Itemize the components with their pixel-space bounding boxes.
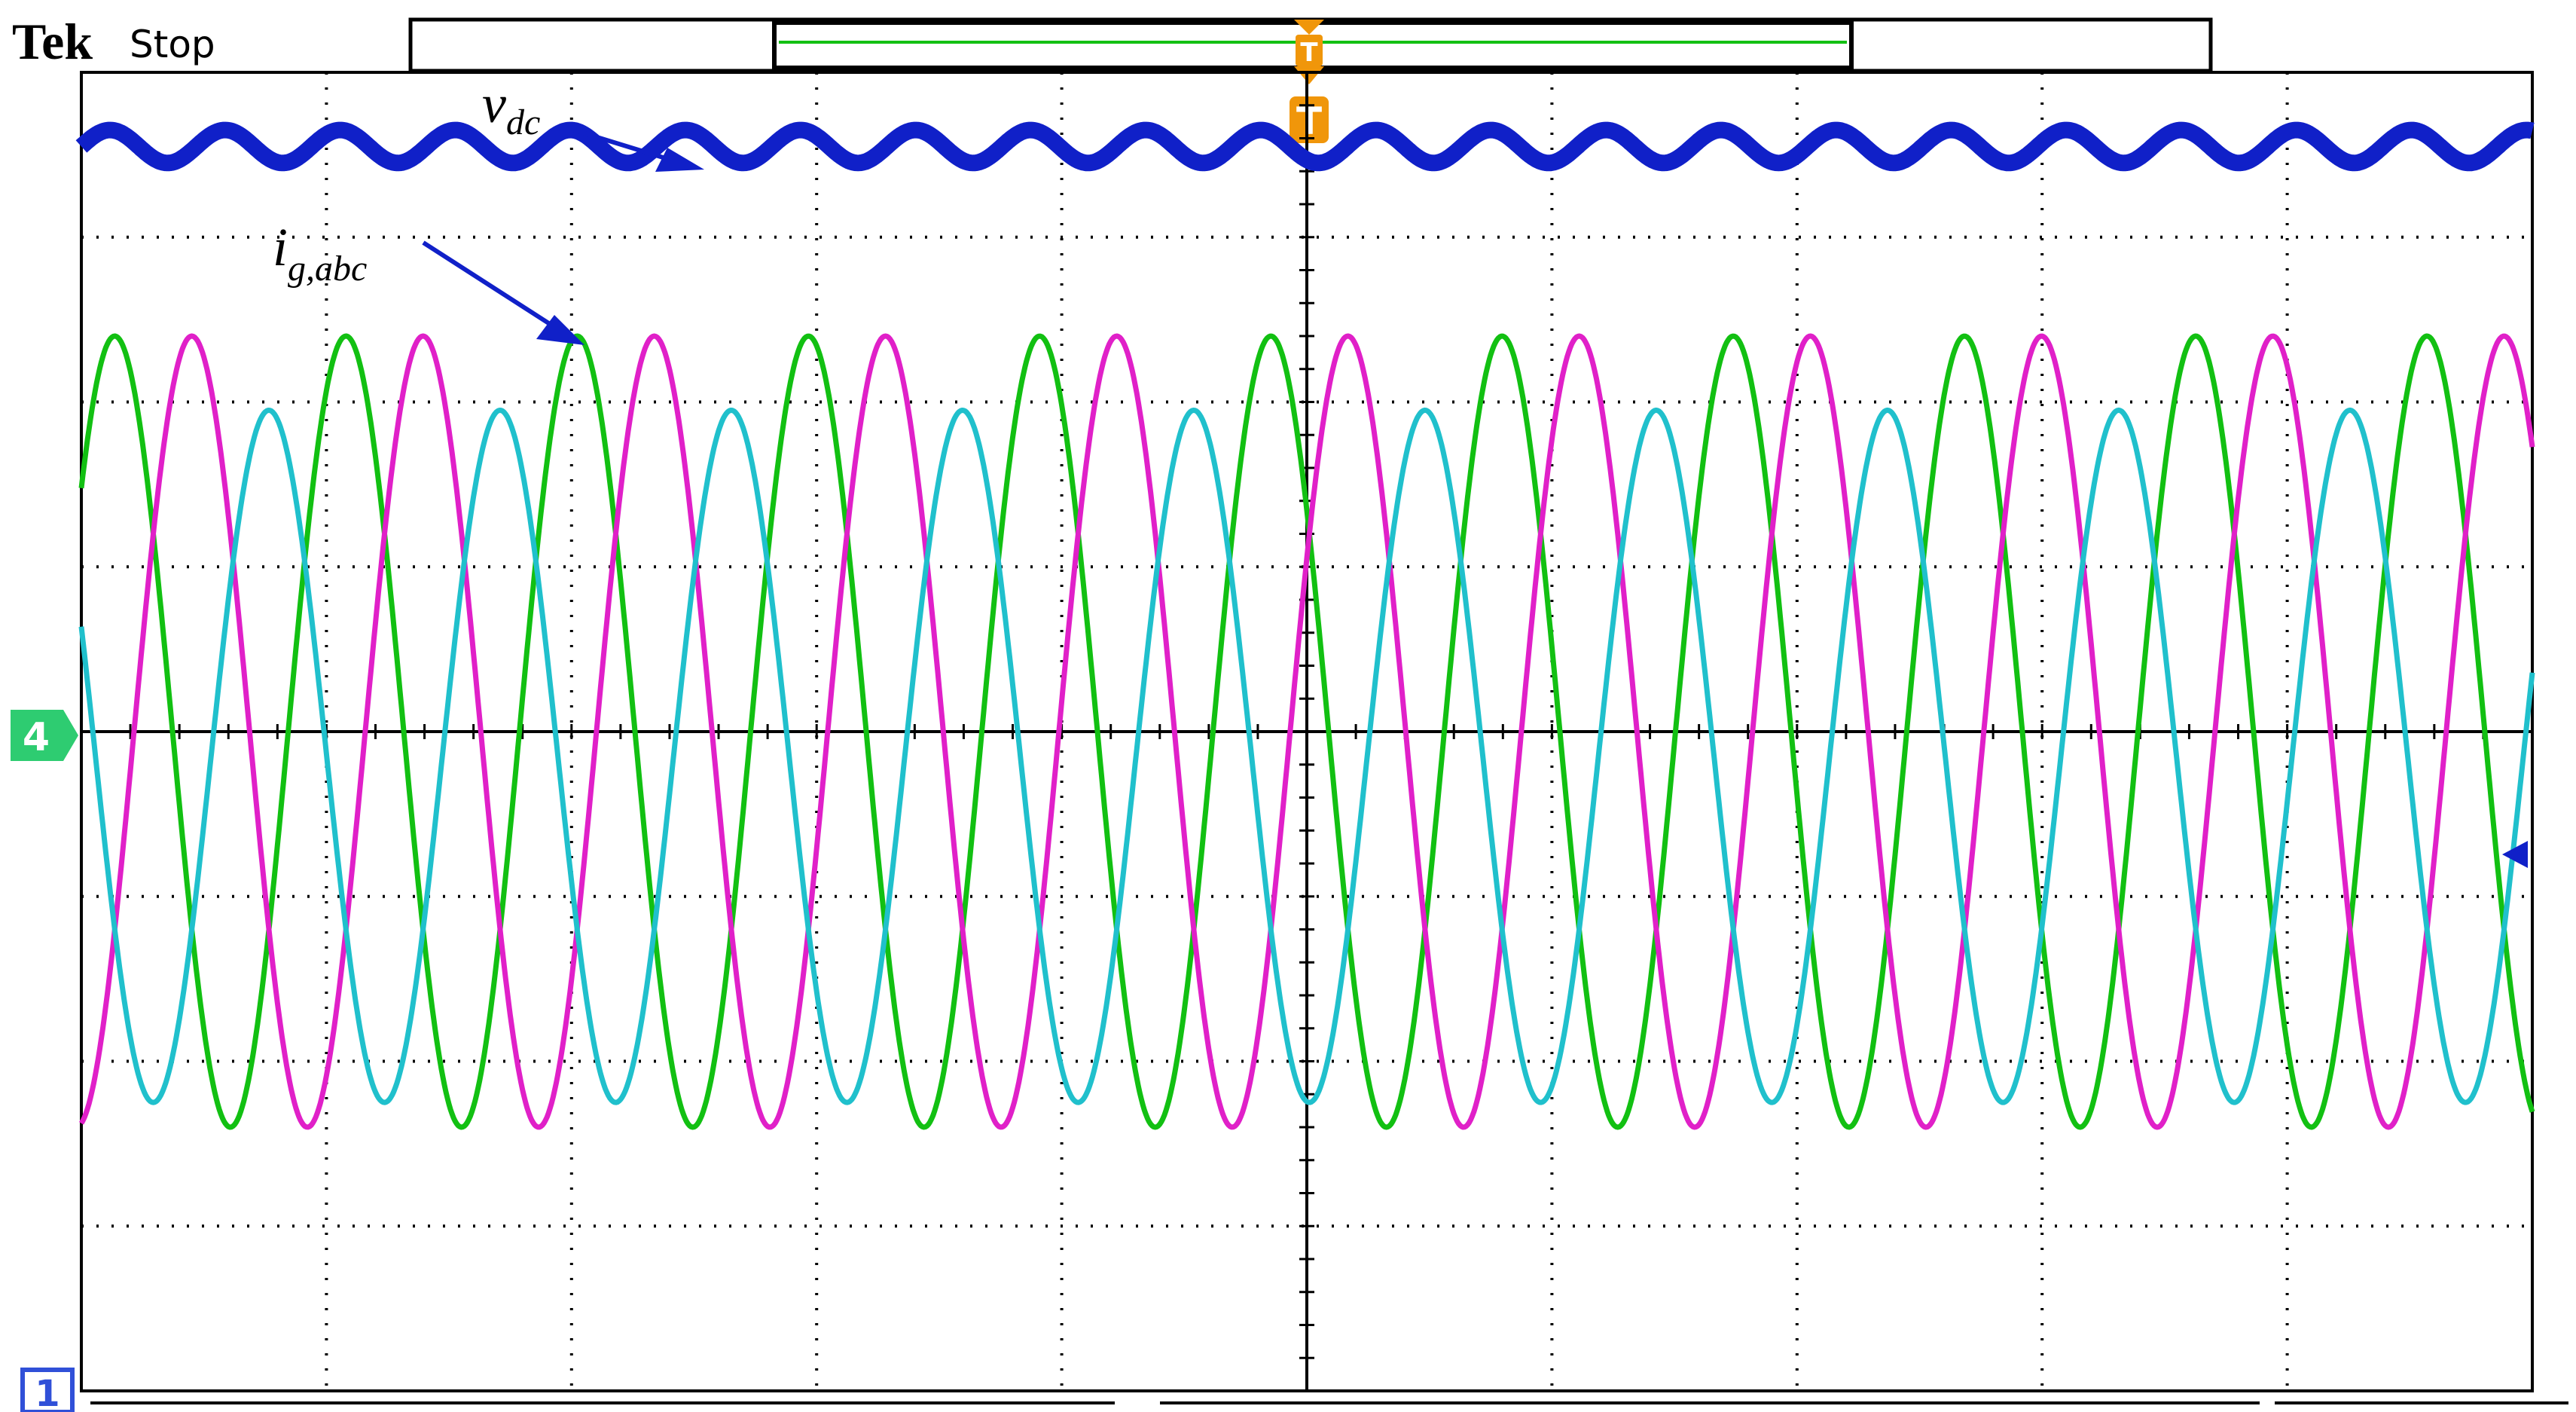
waveform-phase_c xyxy=(78,407,2535,1105)
channel-1-label: 1 xyxy=(35,1373,60,1412)
channel-1-marker[interactable]: 1 xyxy=(20,1368,75,1412)
igabc-annotation: ig,abc xyxy=(273,217,584,345)
waveform-phase_a xyxy=(78,333,2535,1130)
igabc-label: ig,abc xyxy=(273,217,367,289)
vdc-label: vdc xyxy=(482,74,540,142)
waveform-phase_b xyxy=(78,333,2535,1130)
trigger-time-marker-label: T xyxy=(1296,99,1322,143)
waveform-vdc xyxy=(75,121,2539,172)
trigger-level-arrow-icon[interactable] xyxy=(2502,841,2528,868)
trigger-time-marker[interactable]: T xyxy=(1290,96,1329,143)
igabc-arrow xyxy=(422,240,551,326)
acquisition-status: Stop xyxy=(130,23,215,66)
waveforms xyxy=(75,121,2539,1130)
igabc-arrow-head-icon xyxy=(536,315,584,345)
vdc-arrow xyxy=(572,127,671,162)
trigger-position-marker[interactable]: T xyxy=(1294,20,1324,84)
trigger-marker-label: T xyxy=(1300,38,1318,68)
graticule xyxy=(80,71,2534,1392)
vdc-annotation: vdc xyxy=(482,74,704,172)
channel-4-label: 4 xyxy=(23,715,50,760)
channel-4-marker[interactable]: 4 xyxy=(11,710,78,761)
vdc-arrow-head-icon xyxy=(655,148,704,172)
brand-logo: Tek xyxy=(12,13,93,70)
